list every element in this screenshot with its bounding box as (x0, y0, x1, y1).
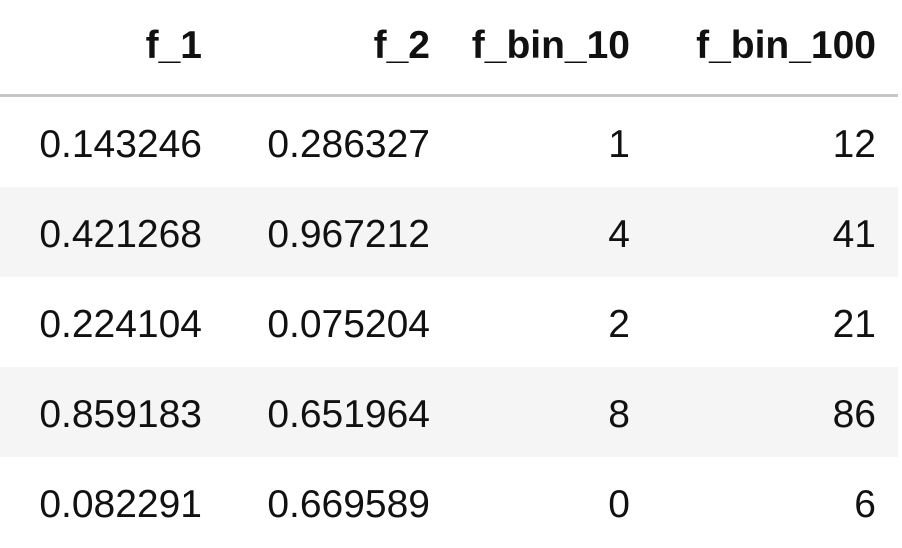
column-header-f-bin-100: f_bin_100 (652, 0, 898, 97)
table-cell: 6 (652, 457, 898, 547)
table-cell: 0.224104 (0, 277, 224, 367)
cell-value: 4 (608, 212, 630, 256)
cell-value: 12 (832, 122, 876, 166)
table-cell: 12 (652, 96, 898, 188)
header-row: f_1 f_2 f_bin_10 f_bin_100 (0, 0, 898, 97)
cell-value: 0.421268 (39, 212, 202, 256)
table-cell: 0.075204 (224, 277, 452, 367)
table-row: 0.082291 0.669589 0 6 (0, 457, 898, 547)
table-row: 0.421268 0.967212 4 41 (0, 187, 898, 277)
table-cell: 0.859183 (0, 367, 224, 457)
column-header-f-1: f_1 (0, 0, 224, 97)
cell-value: 0.075204 (267, 302, 430, 346)
column-header-f-2: f_2 (224, 0, 452, 97)
table-cell: 1 (452, 96, 652, 188)
cell-value: 0.224104 (39, 302, 202, 346)
table-row: 0.224104 0.075204 2 21 (0, 277, 898, 367)
cell-value: 41 (832, 212, 876, 256)
cell-value: 0.286327 (267, 122, 430, 166)
table-cell: 0.286327 (224, 96, 452, 188)
cell-value: 0.967212 (267, 212, 430, 256)
cell-value: 1 (608, 122, 630, 166)
table-cell: 21 (652, 277, 898, 367)
table-cell: 0 (452, 457, 652, 547)
table-cell: 86 (652, 367, 898, 457)
table-cell: 0.651964 (224, 367, 452, 457)
cell-value: 6 (854, 482, 876, 526)
table-cell: 4 (452, 187, 652, 277)
column-header-label: f_bin_100 (696, 23, 876, 67)
column-header-label: f_bin_10 (471, 23, 630, 67)
cell-value: 0.651964 (267, 392, 430, 436)
table-cell: 8 (452, 367, 652, 457)
cell-value: 0.082291 (39, 482, 202, 526)
cell-value: 2 (608, 302, 630, 346)
cell-value: 0.669589 (267, 482, 430, 526)
table-cell: 41 (652, 187, 898, 277)
table-body: 0.143246 0.286327 1 12 0.421268 0.967212… (0, 96, 898, 548)
cell-value: 0.859183 (39, 392, 202, 436)
table-cell: 2 (452, 277, 652, 367)
cell-value: 21 (832, 302, 876, 346)
column-header-label: f_1 (145, 23, 202, 67)
cell-value: 86 (832, 392, 876, 436)
table-cell: 0.143246 (0, 96, 224, 188)
cell-value: 0 (608, 482, 630, 526)
column-header-label: f_2 (373, 23, 430, 67)
cell-value: 8 (608, 392, 630, 436)
table-cell: 0.421268 (0, 187, 224, 277)
table-cell: 0.669589 (224, 457, 452, 547)
table-cell: 0.967212 (224, 187, 452, 277)
cell-value: 0.143246 (39, 122, 202, 166)
table-cell: 0.082291 (0, 457, 224, 547)
table-header: f_1 f_2 f_bin_10 f_bin_100 (0, 0, 898, 97)
column-header-f-bin-10: f_bin_10 (452, 0, 652, 97)
table-row: 0.859183 0.651964 8 86 (0, 367, 898, 457)
table-row: 0.143246 0.286327 1 12 (0, 96, 898, 188)
